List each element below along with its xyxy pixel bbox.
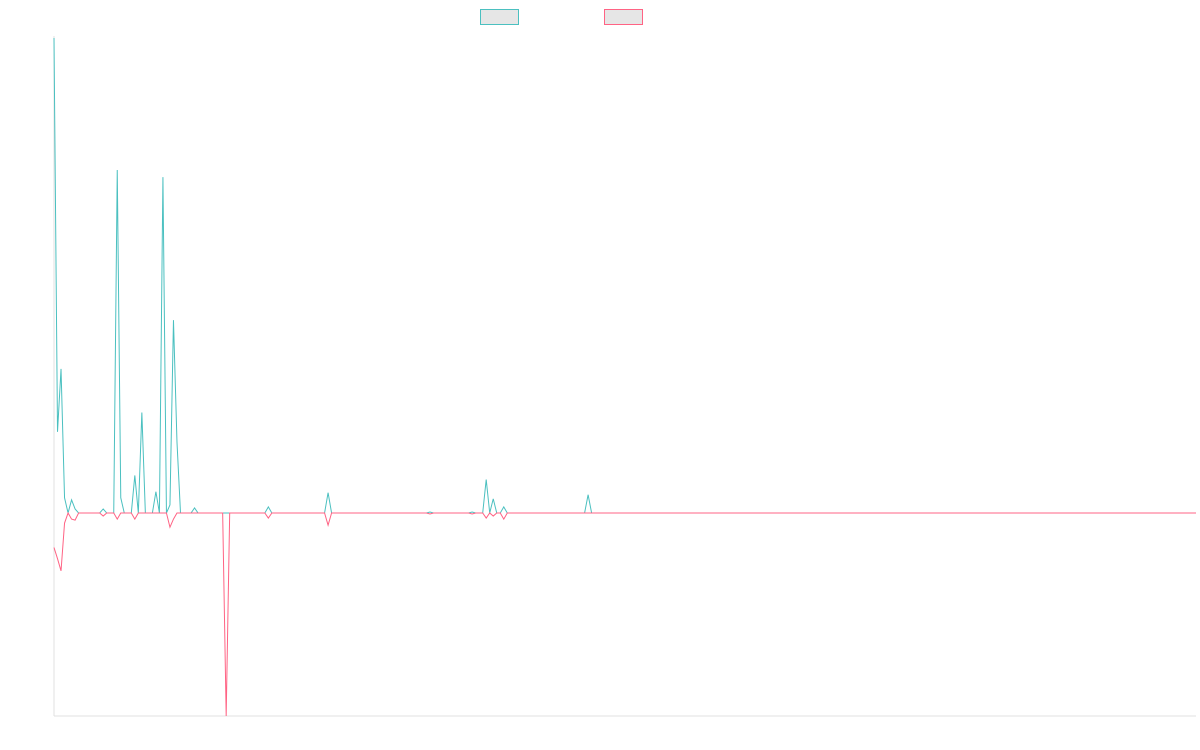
- chart-axes: [53, 36, 1196, 717]
- series-line-2[interactable]: [53, 511, 1196, 717]
- legend-swatch-series-1[interactable]: [480, 9, 519, 25]
- series-line-1[interactable]: [53, 38, 1196, 514]
- series-layer: [53, 38, 1196, 717]
- legend-swatch-series-2[interactable]: [604, 9, 643, 25]
